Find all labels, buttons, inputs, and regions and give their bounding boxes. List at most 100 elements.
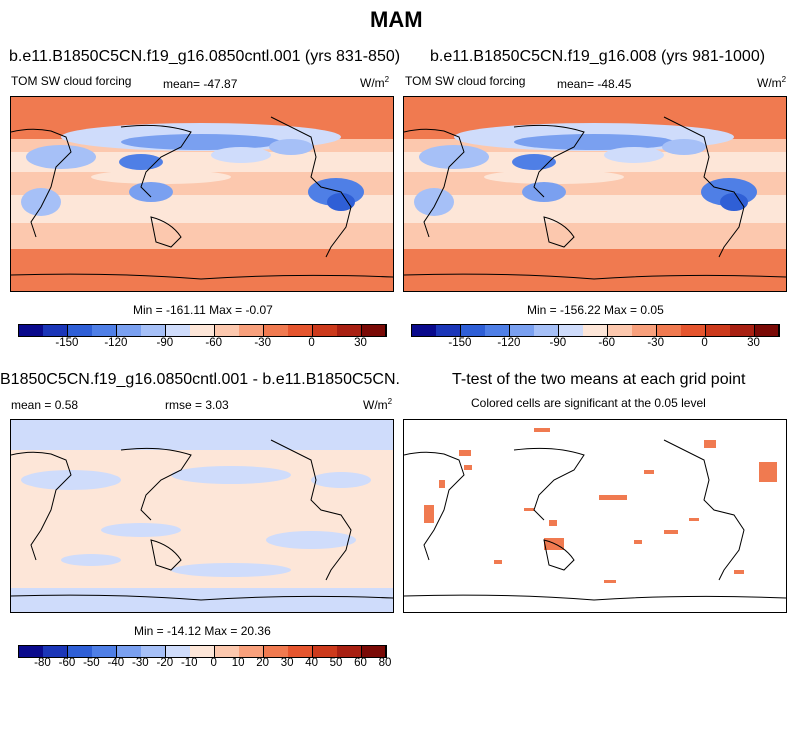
colorbar-tick-label: 0 xyxy=(701,337,708,349)
colorbar-tick-label: -90 xyxy=(549,337,567,349)
colorbar-segment xyxy=(141,646,167,657)
figure-title: MAM xyxy=(370,7,423,32)
top-right-units: W/m2 xyxy=(757,75,787,90)
colorbar-tick-label: -30 xyxy=(132,657,149,669)
colorbar-tick-label: -60 xyxy=(205,337,223,349)
colorbar-tick-label: -60 xyxy=(598,337,616,349)
colorbar-tick-label: 30 xyxy=(747,337,760,349)
top-right-minmax: Min = -156.22 Max = 0.05 xyxy=(527,303,664,317)
colorbar-segment xyxy=(337,325,363,336)
colorbar-tick-label: -40 xyxy=(107,657,125,669)
colorbar-segment xyxy=(19,646,44,657)
colorbar-segment xyxy=(263,325,289,336)
colorbar-tick-label: 20 xyxy=(256,657,270,669)
top-left-mean: mean= -47.87 xyxy=(163,77,238,91)
bottom-right-map xyxy=(403,419,787,613)
colorbar-segment xyxy=(288,646,314,657)
top-right-variable: TOM SW cloud forcing xyxy=(405,74,526,88)
colorbar-segment xyxy=(263,646,289,657)
colorbar-tick-label: -150 xyxy=(55,337,79,349)
colorbar-tick-label: 30 xyxy=(354,337,367,349)
top-right-colorbar xyxy=(411,324,780,337)
colorbar-tick-label: -80 xyxy=(34,657,51,669)
colorbar-segment xyxy=(239,325,265,336)
colorbar-segment xyxy=(92,646,118,657)
bottom-right-title: T-test of the two means at each grid poi… xyxy=(452,371,746,388)
colorbar-segment xyxy=(361,646,387,657)
colorbar-segment xyxy=(67,325,93,336)
colorbar-segment xyxy=(460,325,486,336)
colorbar-segment xyxy=(485,325,511,336)
colorbar-tick-label: -120 xyxy=(497,337,521,349)
bottom-left-rmse: rmse = 3.03 xyxy=(165,398,229,412)
colorbar-segment xyxy=(754,325,780,336)
colorbar-tick-label: -90 xyxy=(156,337,174,349)
colorbar-segment xyxy=(509,325,535,336)
colorbar-segment xyxy=(165,646,191,657)
top-right-mean: mean= -48.45 xyxy=(557,77,632,91)
colorbar-tick-label: 0 xyxy=(308,337,315,349)
top-left-units: W/m2 xyxy=(360,75,390,90)
colorbar-segment xyxy=(583,325,609,336)
bottom-right-subtitle: Colored cells are significant at the 0.0… xyxy=(471,396,706,410)
colorbar-segment xyxy=(412,325,437,336)
colorbar-segment xyxy=(92,325,118,336)
colorbar-segment xyxy=(312,325,338,336)
colorbar-segment xyxy=(730,325,756,336)
colorbar-segment xyxy=(632,325,658,336)
colorbar-segment xyxy=(67,646,93,657)
colorbar-tick-label: -30 xyxy=(647,337,664,349)
colorbar-segment xyxy=(656,325,682,336)
colorbar-tick-label: 10 xyxy=(231,657,245,669)
bottom-left-case-title: B1850C5CN.f19_g16.0850cntl.001 - b.e11.B… xyxy=(0,371,400,388)
bottom-left-units: W/m2 xyxy=(363,397,393,412)
colorbar-tick-label: 60 xyxy=(354,657,367,669)
colorbar-tick-label: -50 xyxy=(83,657,100,669)
colorbar-tick-label: -60 xyxy=(58,657,76,669)
colorbar-segment xyxy=(165,325,191,336)
colorbar-segment xyxy=(436,325,462,336)
colorbar-segment xyxy=(361,325,387,336)
top-right-colorbar-ticks: -150 -120 -90 -60 -30 0 30 xyxy=(411,337,778,353)
colorbar-segment xyxy=(214,325,240,336)
colorbar-tick-label: 40 xyxy=(305,657,318,669)
colorbar-segment xyxy=(43,646,69,657)
colorbar-tick-label: -30 xyxy=(254,337,271,349)
colorbar-segment xyxy=(190,646,216,657)
colorbar-tick-label: 50 xyxy=(329,657,343,669)
colorbar-segment xyxy=(681,325,707,336)
colorbar-segment xyxy=(239,646,265,657)
top-right-map xyxy=(403,96,787,292)
colorbar-segment xyxy=(705,325,731,336)
colorbar-segment xyxy=(190,325,216,336)
colorbar-segment xyxy=(19,325,44,336)
colorbar-segment xyxy=(607,325,633,336)
colorbar-tick-label: -20 xyxy=(156,657,174,669)
bottom-left-map xyxy=(10,419,394,613)
colorbar-tick-label: 0 xyxy=(210,657,217,669)
bottom-left-mean: mean = 0.58 xyxy=(11,398,79,412)
colorbar-segment xyxy=(312,646,338,657)
colorbar-segment xyxy=(43,325,69,336)
colorbar-segment xyxy=(288,325,314,336)
top-right-case-title: b.e11.B1850C5CN.f19_g16.008 (yrs 981-100… xyxy=(430,48,766,65)
colorbar-segment xyxy=(141,325,167,336)
colorbar-segment xyxy=(214,646,240,657)
top-left-case-title: b.e11.B1850C5CN.f19_g16.0850cntl.001 (yr… xyxy=(9,48,401,65)
colorbar-tick-label: 30 xyxy=(280,657,294,669)
top-left-map xyxy=(10,96,394,292)
bottom-left-minmax: Min = -14.12 Max = 20.36 xyxy=(134,624,271,638)
top-left-colorbar-ticks: -150 -120 -90 -60 -30 0 30 xyxy=(18,337,385,353)
bottom-colorbar xyxy=(18,645,387,658)
colorbar-segment xyxy=(337,646,363,657)
top-left-minmax: Min = -161.11 Max = -0.07 xyxy=(133,303,273,317)
top-left-colorbar xyxy=(18,324,387,337)
colorbar-tick-label: -150 xyxy=(448,337,472,349)
colorbar-tick-label: 80 xyxy=(378,657,392,669)
colorbar-tick-label: -10 xyxy=(180,657,198,669)
top-left-variable: TOM SW cloud forcing xyxy=(11,74,132,88)
colorbar-tick-label: -120 xyxy=(104,337,128,349)
colorbar-segment xyxy=(534,325,560,336)
colorbar-segment xyxy=(116,325,142,336)
colorbar-segment xyxy=(116,646,142,657)
